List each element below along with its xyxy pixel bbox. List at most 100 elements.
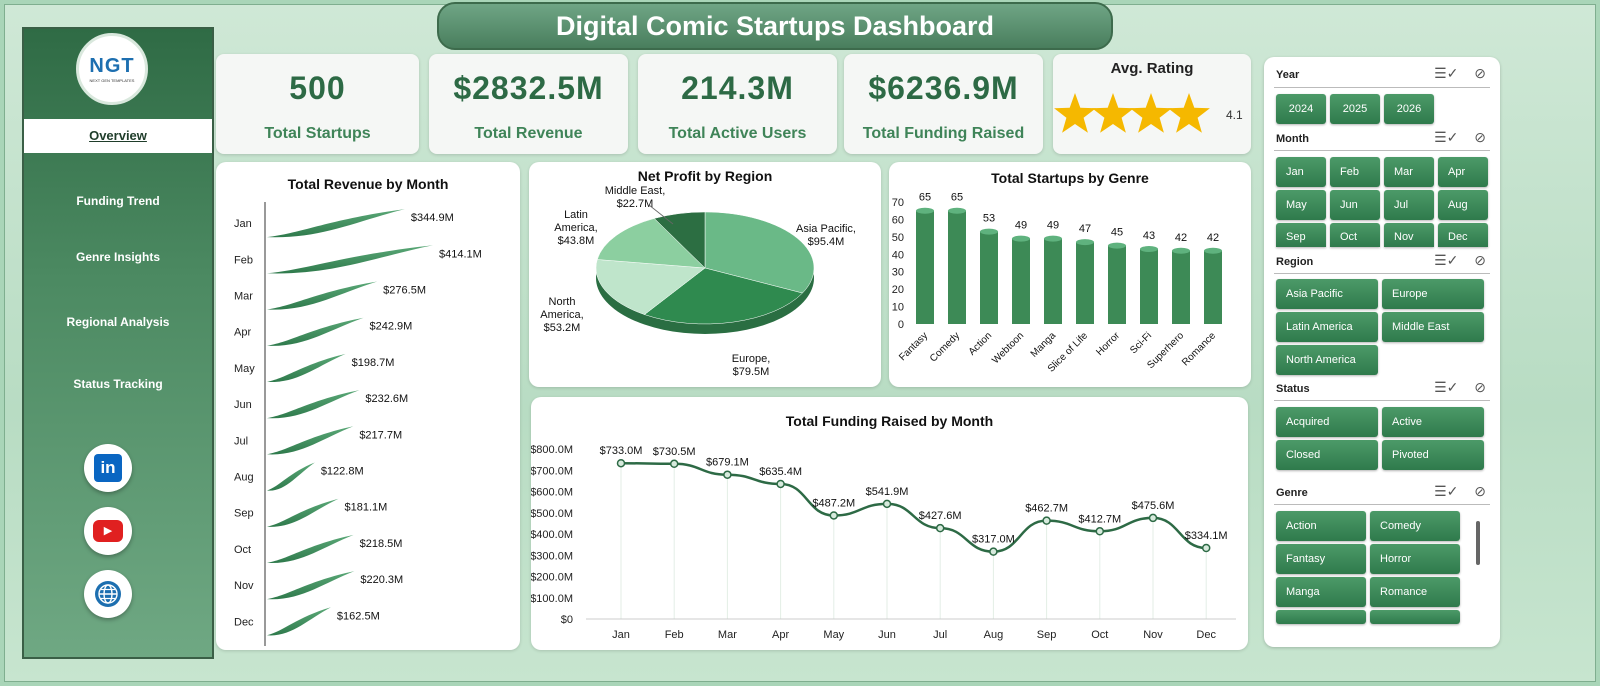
genre-option-partial[interactable] — [1370, 610, 1460, 624]
clear-filter-icon[interactable]: ⊘ — [1474, 379, 1486, 395]
funding-x-tick: Oct — [1091, 629, 1108, 641]
revenue-bar — [267, 281, 378, 310]
month-option[interactable]: Feb — [1330, 157, 1380, 187]
genre-option-partial[interactable] — [1276, 610, 1366, 624]
funding-point — [723, 470, 732, 479]
region-option[interactable]: Asia Pacific — [1276, 279, 1378, 309]
nav-genre-insights[interactable]: Genre Insights — [75, 250, 161, 264]
multiselect-icon[interactable]: ☰✓ — [1434, 65, 1459, 81]
genre-option[interactable]: Romance — [1370, 577, 1460, 607]
genre-bar-cap — [1044, 235, 1062, 242]
nav-overview[interactable]: Overview — [24, 119, 212, 153]
month-option[interactable]: Oct — [1330, 223, 1380, 247]
month-option[interactable]: Nov — [1384, 223, 1434, 247]
revenue-by-month-chart: Jan $344.9M Feb $414.1M Mar $276.5M Apr $242.9M… — [234, 202, 482, 646]
genre-option[interactable]: Horror — [1370, 544, 1460, 574]
clear-filter-icon[interactable]: ⊘ — [1474, 129, 1486, 145]
month-option[interactable]: Jan — [1276, 157, 1326, 187]
funding-point — [829, 511, 839, 520]
status-option[interactable]: Acquired — [1276, 407, 1378, 437]
genre-bar-cap — [1140, 246, 1158, 253]
genre-y-tick: 30 — [892, 267, 904, 279]
month-option[interactable]: Jun — [1330, 190, 1380, 220]
genre-bar-cap — [1172, 247, 1190, 254]
clear-filter-icon[interactable]: ⊘ — [1474, 65, 1486, 81]
month-option[interactable]: May — [1276, 190, 1326, 220]
multiselect-icon[interactable]: ☰✓ — [1434, 483, 1459, 499]
month-option[interactable]: Mar — [1384, 157, 1434, 187]
genre-y-tick: 60 — [892, 214, 904, 226]
revenue-data-label: $218.5M — [360, 538, 403, 550]
pie-data-label: Europe, $79.5M — [732, 353, 771, 378]
multiselect-icon[interactable]: ☰✓ — [1434, 252, 1459, 268]
genre-option[interactable]: Fantasy — [1276, 544, 1366, 574]
status-option[interactable]: Pivoted — [1382, 440, 1484, 470]
funding-data-label: $412.7M — [1078, 513, 1121, 525]
star-icon — [1092, 93, 1134, 133]
funding-x-tick: Apr — [772, 629, 789, 641]
funding-point — [669, 459, 679, 469]
divider — [1274, 273, 1490, 274]
funding-by-month-chart: $0 $100.0M $200.0M $300.0M $400.0M $500.0M $60… — [531, 444, 1236, 641]
year-option[interactable]: 2026 — [1384, 94, 1434, 124]
kpi-avg-rating: Avg. Rating 4.1 — [1053, 54, 1251, 154]
genre-y-tick: 0 — [898, 319, 904, 331]
genre-bar — [1140, 249, 1158, 324]
kpi-total-active-users: 214.3M Total Active Users — [638, 54, 837, 154]
clear-filter-icon[interactable]: ⊘ — [1474, 483, 1486, 499]
year-option[interactable]: 2024 — [1276, 94, 1326, 124]
nav-regional-analysis[interactable]: Regional Analysis — [66, 315, 170, 329]
kpi-total-funding: $6236.9M Total Funding Raised — [844, 54, 1043, 154]
funding-line — [620, 461, 1207, 553]
genre-bar — [916, 210, 934, 324]
pie-data-label: Asia Pacific, $95.4M — [796, 223, 856, 248]
region-option[interactable]: North America — [1276, 345, 1378, 375]
region-option[interactable]: Europe — [1382, 279, 1484, 309]
clear-filter-icon[interactable]: ⊘ — [1474, 252, 1486, 268]
genre-bar-cap — [1012, 235, 1030, 242]
region-option[interactable]: Middle East — [1382, 312, 1484, 342]
genre-x-tick: Sci-Fi — [1128, 330, 1154, 356]
status-option[interactable]: Closed — [1276, 440, 1378, 470]
funding-point — [989, 547, 998, 556]
linkedin-button[interactable]: in — [84, 444, 132, 492]
nav-funding-trend[interactable]: Funding Trend — [76, 194, 160, 208]
youtube-button[interactable]: ▶ — [84, 507, 132, 555]
funding-y-tick: $300.0M — [531, 550, 573, 562]
month-option[interactable]: Jul — [1384, 190, 1434, 220]
month-option[interactable]: Dec — [1438, 223, 1488, 247]
website-button[interactable] — [84, 570, 132, 618]
company-logo[interactable]: NGT NEXT GEN TEMPLATES — [76, 33, 148, 105]
revenue-data-label: $232.6M — [365, 393, 408, 405]
rating-title: Avg. Rating — [1110, 60, 1194, 77]
revenue-bar — [267, 571, 355, 600]
month-tick-label: May — [234, 363, 255, 375]
year-filter-icons: ☰✓ ⊘ — [1434, 65, 1486, 82]
month-option[interactable]: Aug — [1438, 190, 1488, 220]
funding-chart-title: Total Funding Raised by Month — [785, 413, 994, 429]
multiselect-icon[interactable]: ☰✓ — [1434, 129, 1459, 145]
genre-y-tick: 70 — [892, 197, 904, 209]
genre-scrollbar[interactable] — [1476, 521, 1480, 565]
revenue-bar — [267, 353, 346, 383]
year-option[interactable]: 2025 — [1330, 94, 1380, 124]
genre-bar — [948, 210, 966, 324]
genre-option[interactable]: Action — [1276, 511, 1366, 541]
logo-text: NGT — [89, 55, 135, 77]
status-option[interactable]: Active — [1382, 407, 1484, 437]
month-option[interactable]: Sep — [1276, 223, 1326, 247]
multiselect-icon[interactable]: ☰✓ — [1434, 379, 1459, 395]
month-filter-icons: ☰✓ ⊘ — [1434, 129, 1486, 146]
month-option[interactable]: Apr — [1438, 157, 1488, 187]
nav-status-tracking[interactable]: Status Tracking — [73, 377, 163, 391]
status-filter-title: Status — [1276, 383, 1310, 395]
genre-option[interactable]: Manga — [1276, 577, 1366, 607]
genre-bar-cap — [980, 228, 998, 235]
genre-option[interactable]: Comedy — [1370, 511, 1460, 541]
funding-data-label: $541.9M — [866, 486, 909, 498]
funding-point — [882, 499, 892, 509]
region-option[interactable]: Latin America — [1276, 312, 1378, 342]
divider — [1274, 504, 1490, 505]
filter-panel: Year ☰✓ ⊘ 2024 2025 2026 Month ☰✓ ⊘ Jan … — [1264, 57, 1500, 647]
genre-x-tick: Manga — [1029, 330, 1059, 360]
